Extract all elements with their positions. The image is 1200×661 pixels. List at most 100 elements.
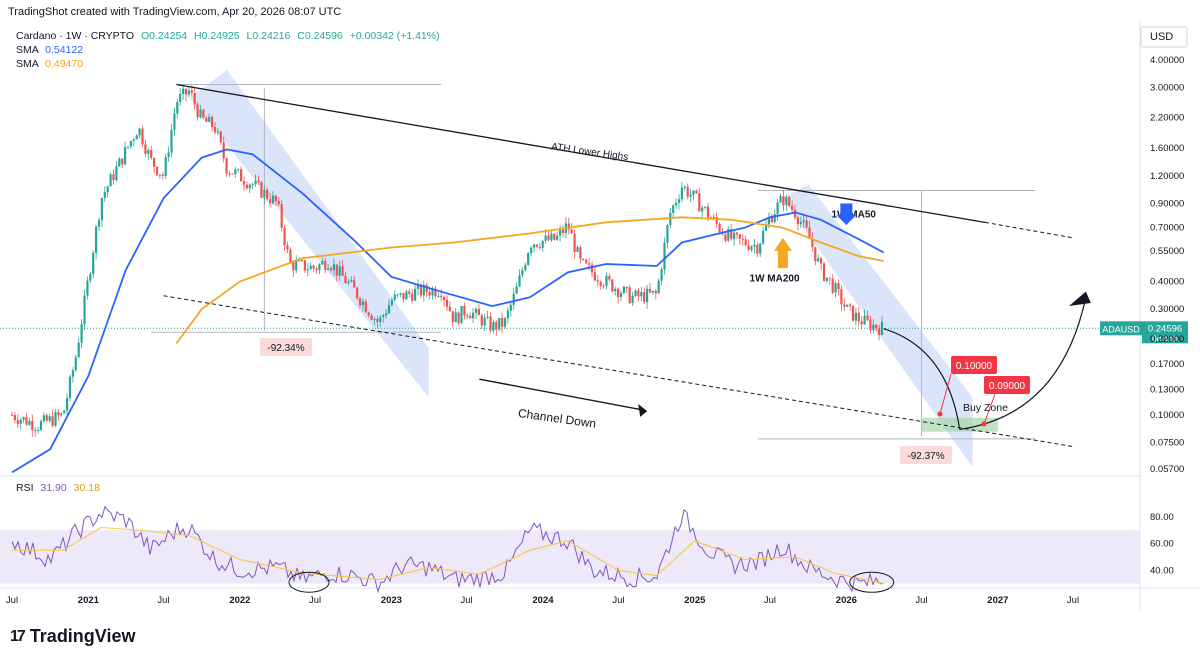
tradingview-logo[interactable]: 17 TradingView — [10, 626, 136, 647]
candle-body — [820, 258, 823, 264]
candle-body — [561, 229, 565, 234]
candle-body — [19, 419, 22, 424]
candle-body — [512, 293, 515, 305]
candle-body — [460, 305, 463, 324]
candle-body — [532, 244, 536, 248]
candle-body — [385, 313, 388, 316]
ath-lower-highs-label: ATH Lower Highs — [550, 141, 628, 163]
candle-body — [680, 187, 683, 200]
candle-body — [199, 109, 202, 118]
currency-button[interactable]: USD — [1150, 31, 1174, 43]
candle-body — [619, 293, 623, 297]
candle-body — [138, 128, 141, 136]
rsi-tick-label: 40.00 — [1150, 565, 1174, 576]
candle-body — [570, 229, 573, 234]
sma50-legend[interactable]: SMA 0.54122 — [16, 44, 83, 56]
candle-body — [393, 294, 396, 300]
candle-body — [184, 88, 188, 95]
candle-body — [527, 253, 530, 265]
target-2-label: 0.09000 — [989, 381, 1026, 392]
candle-body — [141, 128, 144, 145]
candle-body — [622, 286, 625, 294]
candle-body — [495, 321, 498, 330]
candle-body — [515, 286, 518, 294]
rsi-legend[interactable]: RSI 31.90 30.18 — [16, 482, 100, 494]
price-tick-label: 0.30000 — [1150, 304, 1184, 315]
time-tick-label: Jul — [157, 595, 169, 606]
candle-body — [718, 223, 721, 233]
candle-body — [640, 292, 643, 297]
candle-body — [158, 174, 161, 176]
candle-body — [498, 317, 501, 330]
candle-body — [657, 280, 660, 294]
candle-body — [10, 414, 14, 416]
candle-body — [851, 305, 855, 321]
target-1-label: 0.10000 — [956, 361, 993, 372]
candle-body — [309, 265, 312, 270]
candle-body — [283, 227, 286, 246]
candle-body — [492, 321, 495, 331]
candle-body — [31, 420, 34, 431]
candle-body — [448, 306, 451, 312]
candle-body — [579, 247, 582, 259]
candle-body — [254, 180, 257, 185]
candle-body — [646, 289, 649, 303]
candle-body — [588, 263, 591, 265]
symbol-name: Cardano · 1W · CRYPTO — [16, 30, 135, 42]
candle-body — [672, 205, 675, 213]
candle-body — [390, 299, 393, 305]
candle-body — [373, 318, 376, 320]
candle-body — [34, 430, 37, 432]
candle-body — [39, 421, 43, 430]
target-2-dot — [981, 421, 987, 427]
candle-body — [80, 324, 83, 343]
candle-body — [121, 158, 124, 165]
price-tick-label: 0.40000 — [1150, 277, 1184, 288]
candle-body — [503, 318, 507, 327]
time-axis: Jul 2021 Jul 2022 Jul 2023 Jul 2024 Jul 2025 Jul 20… — [6, 595, 1079, 606]
candle-body — [376, 318, 379, 323]
price-tick-label: 0.70000 — [1150, 223, 1184, 234]
candle-body — [126, 146, 130, 148]
target-2-label-box — [984, 376, 1030, 394]
channel-band-right — [782, 184, 973, 468]
candle-body — [338, 266, 341, 276]
candle-body — [590, 264, 594, 273]
candle-body — [266, 189, 269, 200]
channel-down-label: Channel Down — [517, 406, 597, 431]
projection-arrowhead — [1069, 291, 1091, 307]
candle-body — [692, 190, 695, 195]
candle-body — [89, 274, 92, 281]
candle-body — [550, 233, 553, 241]
projection-down-curve — [883, 328, 961, 430]
measure-guides — [0, 84, 1140, 440]
candle-body — [530, 247, 533, 254]
moving-averages — [11, 148, 885, 474]
candle-body — [506, 310, 509, 319]
candle-body — [683, 186, 686, 188]
candle-body — [776, 202, 779, 215]
candle-body — [617, 288, 620, 297]
price-tick-label: 0.05700 — [1150, 464, 1184, 475]
candle-body — [324, 261, 327, 270]
candle-body — [100, 197, 103, 221]
candle-body — [387, 304, 391, 314]
candle-body — [654, 290, 657, 294]
sma200-label: SMA — [16, 58, 39, 70]
candle-body — [422, 284, 425, 296]
candle-body — [747, 245, 750, 250]
candle-body — [535, 244, 538, 247]
candle-body — [779, 196, 782, 203]
candle-body — [54, 412, 57, 426]
candle-body — [666, 225, 669, 243]
price-tick-label: 0.22000 — [1150, 334, 1184, 345]
candle-body — [802, 220, 805, 222]
candle-body — [466, 315, 469, 317]
time-tick-label: Jul — [612, 595, 624, 606]
candle-body — [196, 104, 199, 118]
candle-body — [118, 158, 121, 167]
candle-body — [63, 410, 66, 414]
sma200-legend[interactable]: SMA 0.49470 — [16, 58, 83, 70]
sma50-label: SMA — [16, 44, 39, 56]
